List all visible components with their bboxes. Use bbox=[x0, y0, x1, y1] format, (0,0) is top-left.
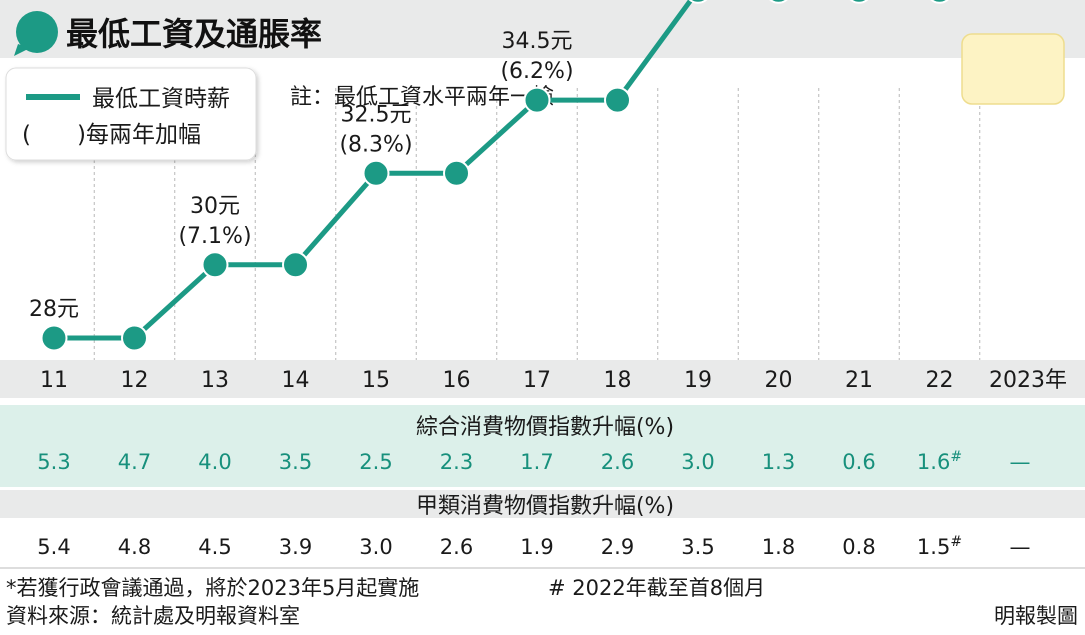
data-point bbox=[930, 0, 949, 4]
legend-line-label: 最低工資時薪 bbox=[92, 86, 230, 112]
data-label: 32.5元 bbox=[341, 102, 412, 127]
cpi-value: 1.6# bbox=[917, 449, 962, 474]
data-point bbox=[40, 324, 68, 352]
cpi-table: 綜合消費物價指數升幅(%) 5.3 4.7 4.0 3.5 2.5 2.3 1.7 2.6 3.… bbox=[0, 405, 1085, 487]
cpi-a-value: 2.9 bbox=[601, 535, 634, 559]
cpi-a-value: 5.4 bbox=[37, 535, 70, 559]
cpi-table-values: 5.3 4.7 4.0 3.5 2.5 2.3 1.7 2.6 3.0 1.3 0.6 1.6# — bbox=[37, 449, 1030, 474]
cpi-a-table: 甲類消費物價指數升幅(%) 5.4 4.8 4.5 3.9 3.0 2.6 1.9 2.9 3.… bbox=[0, 490, 1085, 568]
x-tick-label: 20 bbox=[765, 368, 793, 393]
data-point bbox=[849, 0, 869, 4]
cpi-value: 3.0 bbox=[681, 450, 714, 474]
cpi-a-value: 1.9 bbox=[520, 535, 553, 559]
x-tick-label: 16 bbox=[443, 368, 471, 393]
cpi-value: 1.7 bbox=[520, 450, 553, 474]
x-tick-label: 17 bbox=[523, 368, 551, 393]
cpi-a-value: 1.5# bbox=[917, 534, 962, 559]
cpi-a-value: 4.8 bbox=[118, 535, 151, 559]
source-note: 資料來源：統計處及明報資料室 bbox=[6, 604, 300, 628]
cpi-a-value: 1.8 bbox=[762, 535, 795, 559]
x-tick-label: 15 bbox=[362, 368, 390, 393]
cpi-value: 4.0 bbox=[198, 450, 231, 474]
footnote-star: *若獲行政會議通過，將於2023年5月起實施 bbox=[6, 576, 419, 600]
data-point bbox=[769, 0, 788, 4]
data-point bbox=[523, 86, 551, 114]
highlight-callout bbox=[961, 33, 1065, 105]
cpi-value: — bbox=[1010, 450, 1031, 474]
x-tick-label: 13 bbox=[201, 368, 229, 393]
cpi-a-table-values: 5.4 4.8 4.5 3.9 3.0 2.6 1.9 2.9 3.5 1.8 0.8 1.5# — bbox=[37, 534, 1030, 559]
chart-title: 最低工資及通脹率 bbox=[66, 15, 322, 53]
data-label: (7.1%) bbox=[178, 224, 251, 249]
legend-box: 最低工資時薪 ( )每兩年加幅 bbox=[5, 67, 257, 161]
title-band: 最低工資及通脹率 bbox=[0, 0, 1085, 58]
x-tick-label: 12 bbox=[121, 368, 149, 393]
x-tick-label: 11 bbox=[40, 368, 68, 393]
cpi-a-value: 3.5 bbox=[681, 535, 714, 559]
x-tick-label: 22 bbox=[926, 368, 954, 393]
series-layer: 28元30元(7.1%)32.5元(8.3%)34.5元(6.2%)37.5元(… bbox=[29, 0, 949, 352]
data-point bbox=[121, 324, 148, 352]
data-point bbox=[201, 251, 229, 279]
cpi-a-value: 2.6 bbox=[440, 535, 473, 559]
credit: 明報製圖 bbox=[994, 604, 1078, 628]
data-point bbox=[443, 159, 470, 187]
data-point bbox=[362, 159, 390, 187]
cpi-a-value: — bbox=[1010, 535, 1031, 559]
cpi-a-table-title: 甲類消費物價指數升幅(%) bbox=[416, 494, 674, 519]
data-label: (8.3%) bbox=[339, 132, 412, 157]
chart-note: 註：最低工資水平兩年一檢 bbox=[290, 85, 554, 110]
data-label: 30元 bbox=[190, 194, 240, 219]
data-label: 34.5元 bbox=[502, 29, 573, 54]
cpi-a-value: 4.5 bbox=[198, 535, 231, 559]
cpi-value: 4.7 bbox=[118, 450, 151, 474]
data-point bbox=[282, 251, 309, 279]
cpi-value: 3.5 bbox=[279, 450, 312, 474]
data-point bbox=[688, 0, 708, 4]
x-axis-ticks: 11 12 13 14 15 16 17 18 19 20 21 22 2023年 bbox=[40, 368, 1067, 393]
data-label: 28元 bbox=[29, 297, 79, 322]
data-point bbox=[604, 86, 631, 114]
cpi-value: 2.3 bbox=[440, 450, 473, 474]
legend-bracket-label: ( )每兩年加幅 bbox=[22, 122, 201, 148]
cpi-value: 0.6 bbox=[842, 450, 875, 474]
footnote-hash: # 2022年截至首8個月 bbox=[548, 576, 765, 600]
speech-bubble-icon bbox=[14, 11, 58, 56]
cpi-a-value: 3.9 bbox=[279, 535, 312, 559]
x-tick-label: 14 bbox=[282, 368, 310, 393]
cpi-a-value: 0.8 bbox=[842, 535, 875, 559]
x-axis-band bbox=[0, 360, 1085, 398]
cpi-value: 2.5 bbox=[359, 450, 392, 474]
cpi-table-title: 綜合消費物價指數升幅(%) bbox=[416, 415, 674, 440]
cpi-value: 5.3 bbox=[37, 450, 70, 474]
x-tick-label: 2023年 bbox=[989, 368, 1067, 393]
cpi-a-value: 3.0 bbox=[359, 535, 392, 559]
x-tick-label: 18 bbox=[604, 368, 632, 393]
data-label: (6.2%) bbox=[500, 59, 573, 84]
cpi-value: 1.3 bbox=[762, 450, 795, 474]
cpi-value: 2.6 bbox=[601, 450, 634, 474]
x-tick-label: 21 bbox=[845, 368, 873, 393]
x-tick-label: 19 bbox=[684, 368, 712, 393]
